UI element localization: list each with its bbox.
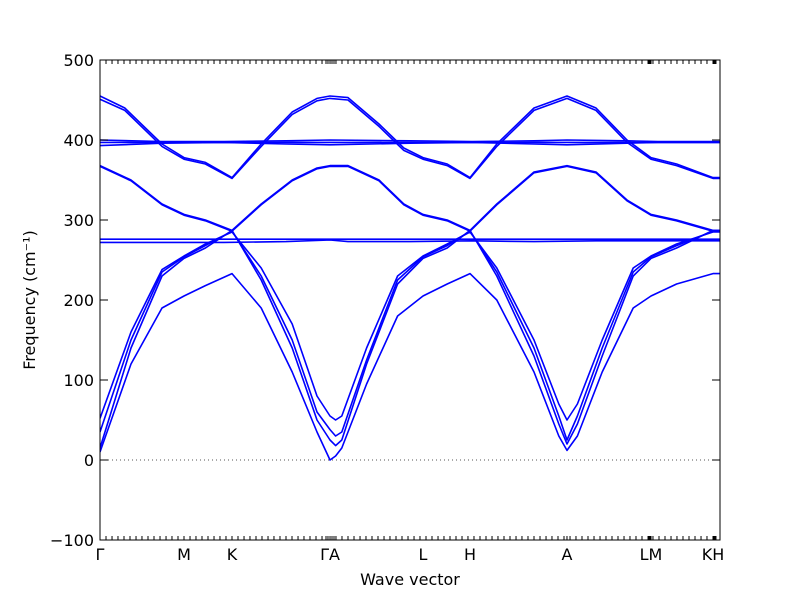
x-tick-label: K	[227, 545, 238, 564]
x-tick-label: M	[177, 545, 191, 564]
phonon-branch-4	[100, 231, 720, 421]
series-layer	[100, 95, 720, 461]
y-tick-label: 0	[84, 451, 94, 470]
phonon-branch-1	[100, 272, 720, 461]
x-axis-label: Wave vector	[360, 570, 460, 589]
y-tick-label: −100	[50, 531, 94, 550]
plot-frame	[99, 59, 721, 541]
y-tick-label: 300	[63, 211, 94, 230]
x-tick-label: Γ	[96, 545, 105, 564]
y-axis-label: Frequency (cm⁻¹)	[20, 230, 39, 369]
phonon-branch-13	[100, 141, 720, 147]
y-tick-label: 100	[63, 371, 94, 390]
y-tick-label: 400	[63, 131, 94, 150]
phonon-branch-5	[100, 239, 720, 244]
y-tick-label: 500	[63, 51, 94, 70]
x-tick-label: A	[562, 545, 573, 564]
y-tick-label: 200	[63, 291, 94, 310]
x-tick-label: H	[464, 545, 476, 564]
x-tick-label: L	[419, 545, 428, 564]
plot-area	[100, 95, 720, 461]
y-axis-ticks: −100 0 100 200 300 400 500	[50, 51, 720, 550]
x-tick-label: KH	[702, 545, 725, 564]
x-tick-label: LM	[640, 545, 663, 564]
x-minor-ticks	[99, 60, 721, 540]
phonon-branch-8	[100, 165, 720, 232]
x-tick-label: ΓA	[320, 545, 340, 564]
x-axis-ticks: Γ M K ΓA L H A LM KH	[96, 545, 725, 564]
